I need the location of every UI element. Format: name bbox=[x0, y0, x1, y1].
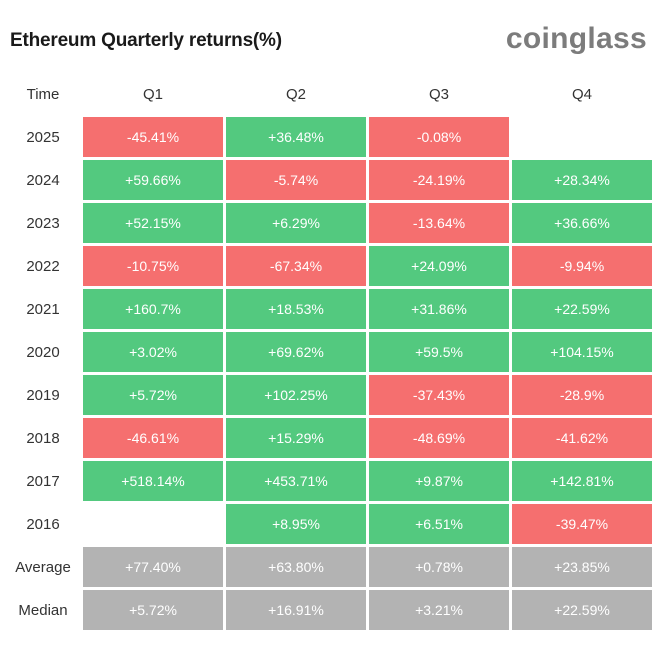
returns-table: Time Q1 Q2 Q3 Q4 2025 -45.41% +36.48% -0.08% 2024… bbox=[6, 74, 652, 630]
cell-median-q3: +3.21% bbox=[369, 590, 509, 630]
cell-2017-q3: +9.87% bbox=[369, 461, 509, 501]
cell-2018-q2: +15.29% bbox=[226, 418, 366, 458]
header-q2: Q2 bbox=[285, 85, 306, 103]
cell-2021-q4: +22.59% bbox=[512, 289, 652, 329]
cell-2017-q2: +453.71% bbox=[226, 461, 366, 501]
cell-median-q2: +16.91% bbox=[226, 590, 366, 630]
cell-2021-q2: +18.53% bbox=[226, 289, 366, 329]
cell-2025-q1: -45.41% bbox=[83, 117, 223, 157]
cell-2022-q4: -9.94% bbox=[512, 246, 652, 286]
cell-2021-q1: +160.7% bbox=[83, 289, 223, 329]
cell-2022-q3: +24.09% bbox=[369, 246, 509, 286]
cell-2022-q1: -10.75% bbox=[83, 246, 223, 286]
cell-2018-q1: -46.61% bbox=[83, 418, 223, 458]
cell-2024-q1: +59.66% bbox=[83, 160, 223, 200]
cell-2025-q4 bbox=[512, 117, 652, 157]
cell-2020-q4: +104.15% bbox=[512, 332, 652, 372]
row-label-2018: 2018 bbox=[26, 429, 60, 447]
cell-2019-q1: +5.72% bbox=[83, 375, 223, 415]
cell-2020-q1: +3.02% bbox=[83, 332, 223, 372]
cell-average-q4: +23.85% bbox=[512, 547, 652, 587]
cell-median-q1: +5.72% bbox=[83, 590, 223, 630]
cell-2022-q2: -67.34% bbox=[226, 246, 366, 286]
cell-2020-q2: +69.62% bbox=[226, 332, 366, 372]
cell-2020-q3: +59.5% bbox=[369, 332, 509, 372]
row-label-2016: 2016 bbox=[26, 515, 60, 533]
row-label-2019: 2019 bbox=[26, 386, 60, 404]
cell-2023-q2: +6.29% bbox=[226, 203, 366, 243]
cell-2023-q1: +52.15% bbox=[83, 203, 223, 243]
cell-average-q2: +63.80% bbox=[226, 547, 366, 587]
cell-2023-q3: -13.64% bbox=[369, 203, 509, 243]
cell-2023-q4: +36.66% bbox=[512, 203, 652, 243]
cell-2017-q1: +518.14% bbox=[83, 461, 223, 501]
cell-2016-q3: +6.51% bbox=[369, 504, 509, 544]
cell-average-q1: +77.40% bbox=[83, 547, 223, 587]
cell-2018-q3: -48.69% bbox=[369, 418, 509, 458]
header-q4: Q4 bbox=[571, 85, 592, 103]
cell-2019-q2: +102.25% bbox=[226, 375, 366, 415]
cell-2024-q2: -5.74% bbox=[226, 160, 366, 200]
coinglass-logo: coinglass bbox=[505, 22, 647, 55]
row-label-2022: 2022 bbox=[26, 257, 60, 275]
cell-2025-q3: -0.08% bbox=[369, 117, 509, 157]
header-q3: Q3 bbox=[428, 85, 449, 103]
row-label-2021: 2021 bbox=[26, 300, 60, 318]
chart-title: Ethereum Quarterly returns(%) bbox=[10, 30, 282, 51]
cell-2025-q2: +36.48% bbox=[226, 117, 366, 157]
cell-2016-q4: -39.47% bbox=[512, 504, 652, 544]
cell-2021-q3: +31.86% bbox=[369, 289, 509, 329]
header-time: Time bbox=[26, 85, 60, 103]
row-label-2025: 2025 bbox=[26, 128, 60, 146]
row-label-2017: 2017 bbox=[26, 472, 60, 490]
row-label-2024: 2024 bbox=[26, 171, 60, 189]
row-label-median: Median bbox=[18, 601, 68, 619]
row-label-average: Average bbox=[15, 558, 71, 576]
cell-2024-q3: -24.19% bbox=[369, 160, 509, 200]
cell-2017-q4: +142.81% bbox=[512, 461, 652, 501]
cell-2019-q3: -37.43% bbox=[369, 375, 509, 415]
header-q1: Q1 bbox=[142, 85, 163, 103]
cell-2018-q4: -41.62% bbox=[512, 418, 652, 458]
row-label-2020: 2020 bbox=[26, 343, 60, 361]
cell-2016-q2: +8.95% bbox=[226, 504, 366, 544]
cell-median-q4: +22.59% bbox=[512, 590, 652, 630]
cell-2016-q1 bbox=[83, 504, 223, 544]
cell-average-q3: +0.78% bbox=[369, 547, 509, 587]
cell-2024-q4: +28.34% bbox=[512, 160, 652, 200]
row-label-2023: 2023 bbox=[26, 214, 60, 232]
cell-2019-q4: -28.9% bbox=[512, 375, 652, 415]
